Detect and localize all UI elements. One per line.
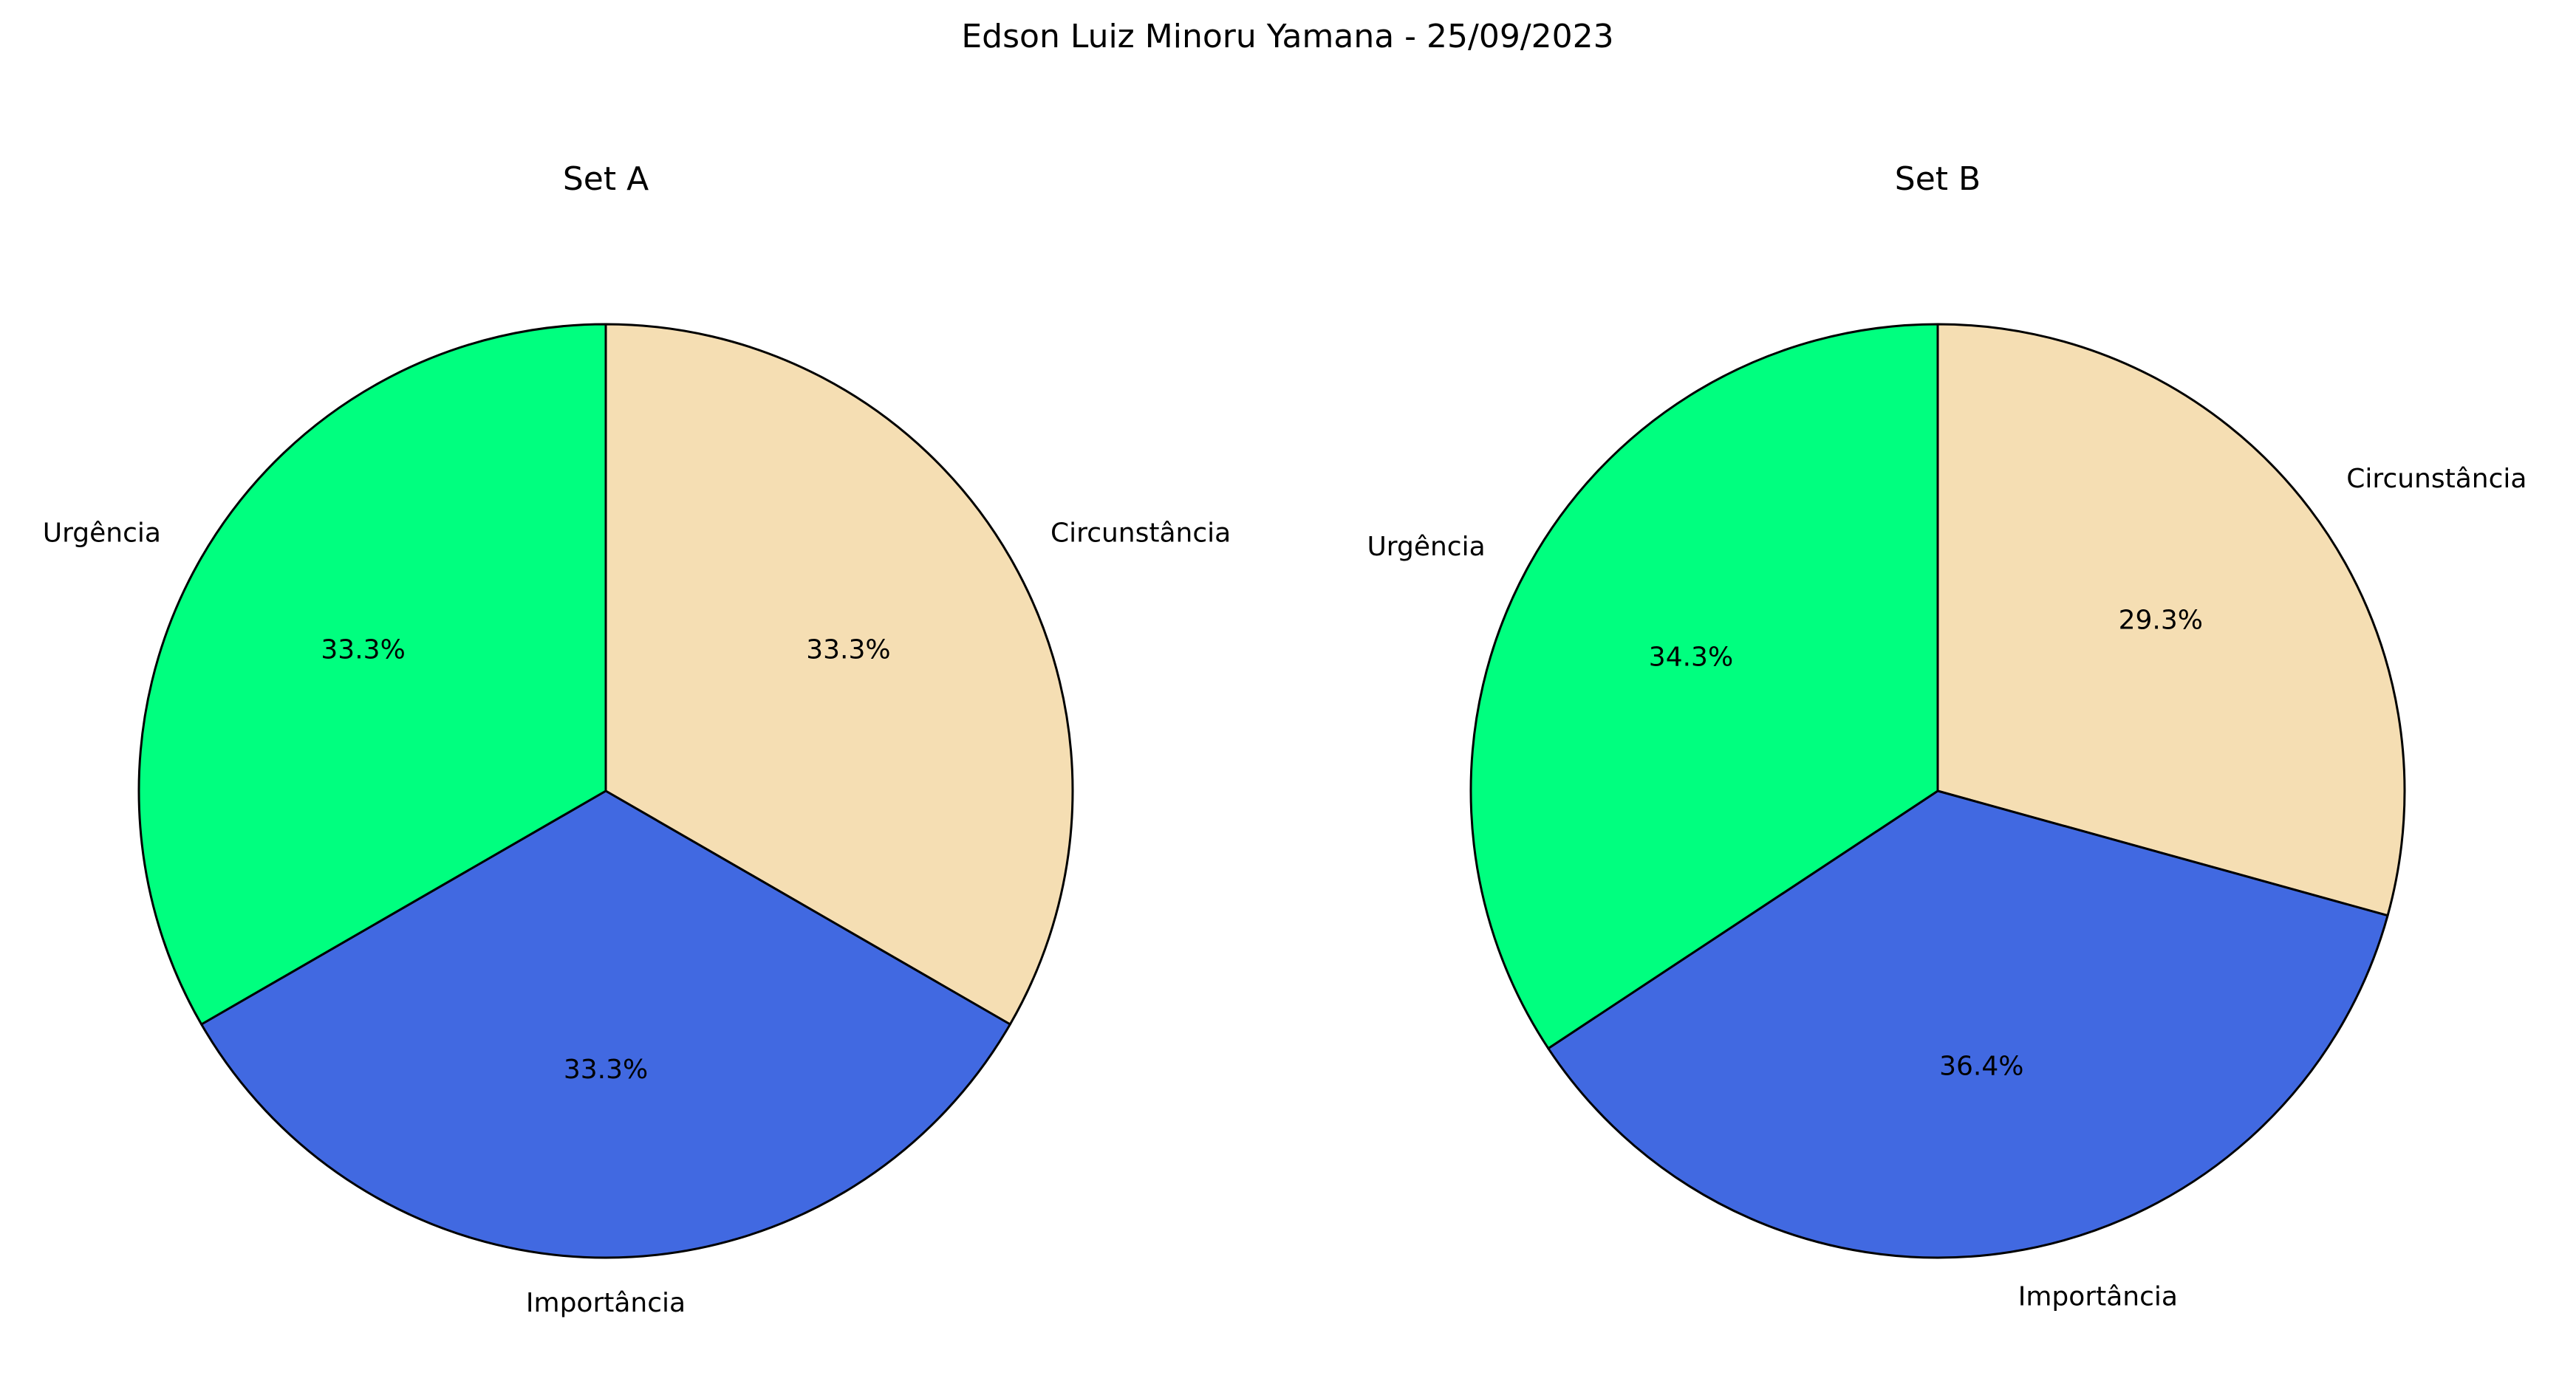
pie-slice-urgencia xyxy=(137,323,607,1026)
pie-labels: Circunstância 29.3% Importância 36.4% Urgênc… xyxy=(1367,464,2527,1312)
slice-category-label: Urgência xyxy=(43,518,161,548)
slice-percent-label: 34.3% xyxy=(1649,642,1733,672)
pie-title: Set B xyxy=(1895,160,1981,198)
slice-category-label: Importância xyxy=(526,1288,686,1318)
slice-percent-label: 33.3% xyxy=(321,634,405,665)
pie-slice-urgencia xyxy=(1469,323,1939,1050)
slice-category-label: Importância xyxy=(2018,1282,2178,1312)
pie-slice-importancia xyxy=(1547,789,2389,1259)
slice-category-label: Urgência xyxy=(1367,532,1485,562)
slice-percent-label: 29.3% xyxy=(2119,605,2203,635)
slice-category-label: Circunstância xyxy=(2346,464,2527,494)
pie-slice-circunstancia xyxy=(604,323,1074,1026)
pie-slice-circunstancia xyxy=(1936,323,2406,917)
slice-percent-label: 33.3% xyxy=(806,634,890,665)
pie-slices xyxy=(137,323,1074,1259)
slice-category-label: Circunstância xyxy=(1050,518,1231,548)
pie-chart-set-a: Set A Circunstância 33.3% Importância 33.3%… xyxy=(43,160,1231,1318)
slice-percent-label: 33.3% xyxy=(564,1055,648,1085)
pie-title: Set A xyxy=(563,160,649,198)
pie-labels: Circunstância 33.3% Importância 33.3% Urgênc… xyxy=(43,518,1231,1318)
pie-chart-set-b: Set B Circunstância 29.3% Importância 36.4%… xyxy=(1367,160,2527,1312)
figure-title: Edson Luiz Minoru Yamana - 25/09/2023 xyxy=(961,18,1613,55)
slice-percent-label: 36.4% xyxy=(1939,1052,2023,1082)
pie-slices xyxy=(1469,323,2406,1259)
